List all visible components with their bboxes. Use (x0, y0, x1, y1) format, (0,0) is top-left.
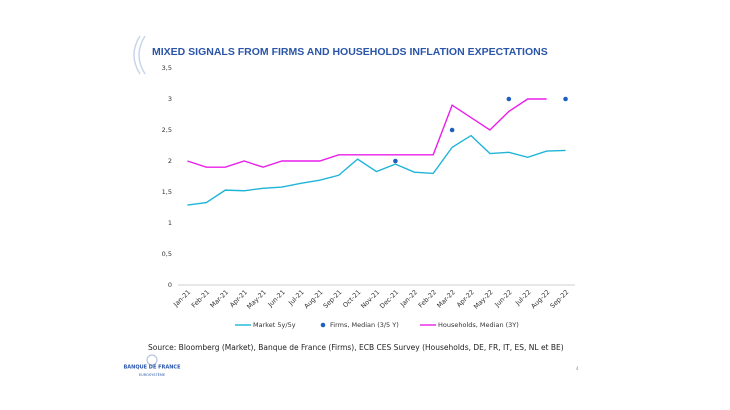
y-tick-label: 1,5 (162, 188, 172, 196)
series-point (563, 96, 568, 102)
x-tick-label: Dec-21 (378, 288, 400, 310)
x-tick-label: Nov-21 (359, 288, 381, 310)
x-tick-label: Aug-21 (302, 288, 324, 310)
series-point (506, 96, 512, 102)
legend-label: Households, Median (3Y) (438, 321, 519, 329)
x-tick-label: Feb-21 (190, 288, 211, 309)
x-tick-label: Mar-21 (209, 288, 231, 310)
y-tick-label: 3 (168, 95, 172, 103)
x-tick-label: May-21 (245, 288, 268, 311)
series-point (449, 127, 455, 133)
x-tick-label: Jan-22 (398, 288, 419, 309)
x-tick-label: May-22 (472, 288, 495, 311)
x-tick-label: Sep-22 (549, 288, 571, 310)
y-tick-label: 2,5 (162, 126, 172, 134)
series-point (393, 158, 398, 164)
series-line (187, 98, 547, 168)
logo-name: BANQUE DE FRANCE (123, 365, 181, 371)
legend-label: Firms, Median (3/5 Y) (330, 321, 399, 329)
page-number: 4 (576, 366, 579, 371)
decoration (133, 35, 146, 75)
y-tick-label: 1 (168, 219, 172, 227)
series-line (187, 134, 566, 206)
x-tick-label: Jun-22 (493, 288, 514, 309)
y-tick-label: 0,5 (162, 250, 172, 258)
y-tick-label: 2 (168, 157, 172, 165)
logo-sub: EUROSYSTÈME (139, 372, 165, 377)
x-tick-label: Oct-21 (341, 288, 362, 309)
logo-emblem (146, 354, 158, 366)
x-tick-label: Feb-22 (417, 288, 438, 309)
x-tick-label: Sep-21 (322, 288, 344, 310)
x-tick-label: Aug-22 (529, 288, 551, 310)
y-tick-label: 0 (168, 281, 172, 289)
chart-title: MIXED SIGNALS FROM FIRMS AND HOUSEHOLDS … (152, 46, 548, 58)
x-tick-label: Jan-21 (171, 288, 192, 309)
x-tick-label: Mar-22 (435, 288, 457, 310)
legend-swatch (320, 322, 326, 328)
y-tick-label: 3,5 (162, 64, 172, 72)
legend-label: Market 5y/5y (253, 321, 296, 329)
source: Source: Bloomberg (Market), Banque de Fr… (148, 343, 564, 352)
x-tick-label: Jun-21 (266, 288, 287, 309)
